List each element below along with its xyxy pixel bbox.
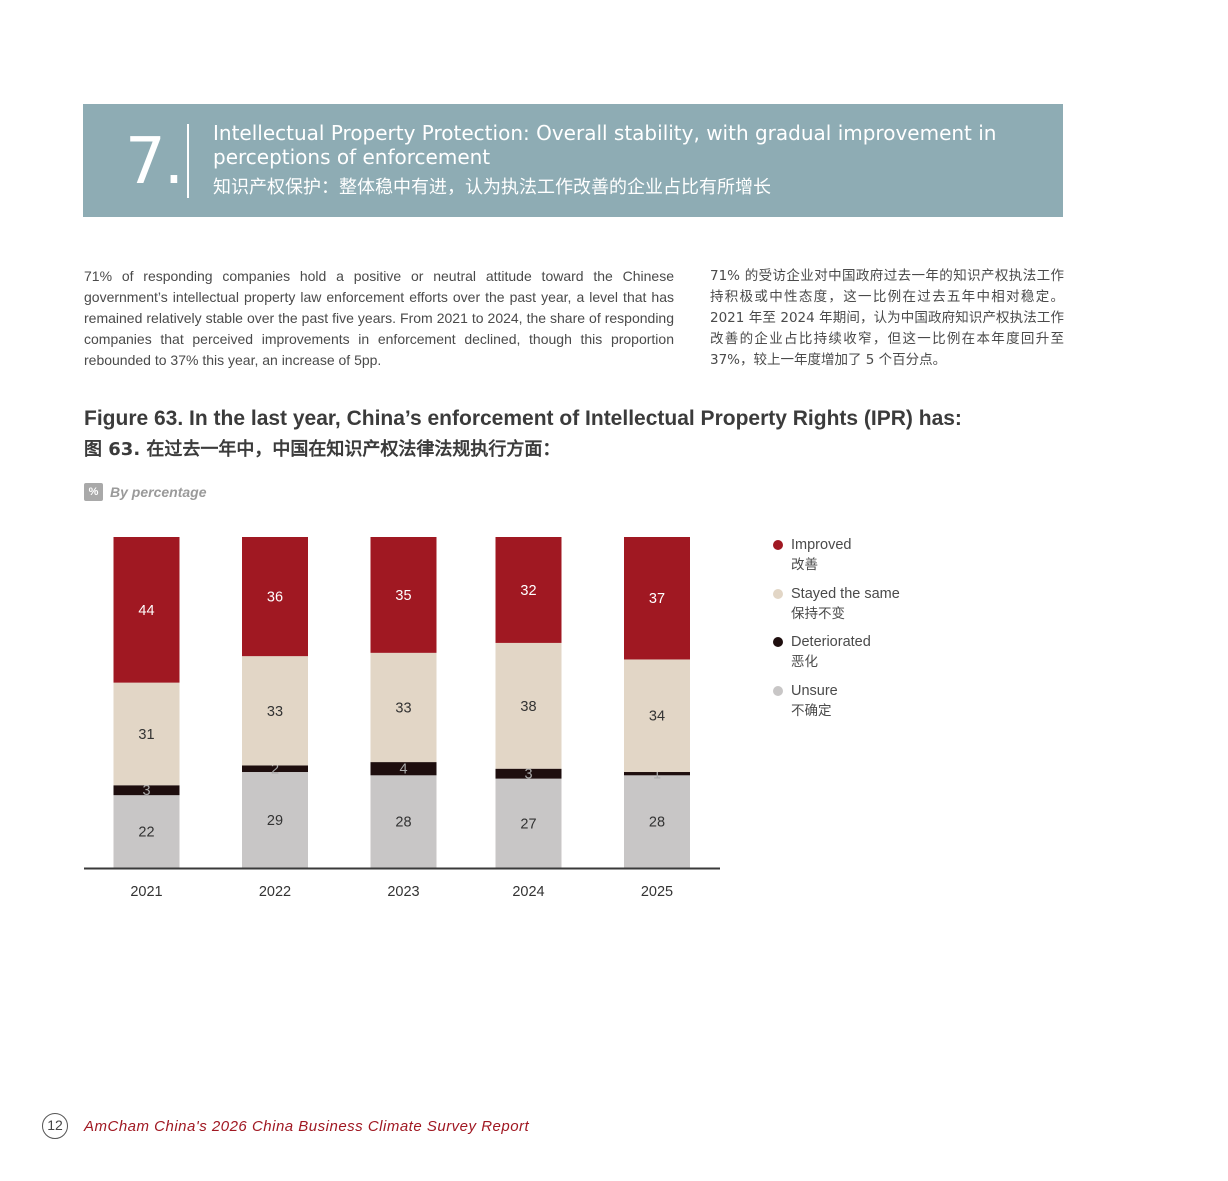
bar-segment-unsure-2025 [624, 775, 690, 868]
legend-item-stayed-same: Stayed the same 保持不变 [770, 584, 970, 633]
legend-label-en: Unsure [791, 682, 838, 699]
bar-segment-unsure-2023 [370, 775, 437, 868]
bar-segment-improved-2024 [495, 537, 562, 643]
legend-label-zh: 保持不变 [791, 605, 845, 622]
legend-label-zh: 改善 [791, 557, 818, 573]
x-tick-label-2025: 2025 [641, 884, 673, 900]
data-label-unsure-2021: 22 [138, 825, 154, 841]
data-label-deteriorated-2023: 4 [399, 762, 407, 778]
bar-segment-deteriorated-2021 [113, 785, 180, 796]
bar-segment-deteriorated-2024 [495, 768, 562, 779]
section-divider [187, 124, 189, 198]
bar-segment-improved-2025 [624, 537, 690, 660]
section-title-zh: 知识产权保护：整体稳中有进，认为执法工作改善的企业占比有所增长 [213, 177, 771, 198]
legend-label-zh: 恶化 [791, 654, 818, 670]
legend-label-en: Improved [791, 537, 852, 553]
legend-marker-unsure [773, 685, 783, 696]
data-label-unsure-2024: 27 [520, 816, 536, 832]
bar-segment-improved-2022 [242, 537, 308, 657]
legend-item-deteriorated: Deteriorated 恶化 [770, 632, 970, 681]
data-label-improved-2023: 35 [395, 588, 411, 604]
page-number: 12 [42, 1113, 68, 1139]
bar-segment-unsure-2024 [495, 778, 562, 868]
x-tick-label-2021: 2021 [130, 884, 162, 900]
data-label-stayed-the-same-2024: 38 [520, 699, 536, 715]
section-title-en: Intellectual Property Protection: Overal… [213, 121, 997, 169]
bar-segment-stayed-the-same-2024 [495, 642, 562, 769]
legend-item-improved: Improved 改善 [770, 535, 970, 584]
data-label-improved-2025: 37 [649, 591, 665, 607]
x-tick-label-2023: 2023 [387, 884, 419, 900]
data-label-stayed-the-same-2021: 31 [138, 727, 154, 743]
section-number: 7. [125, 125, 184, 199]
figure-title-en: Figure 63. In the last year, China’s enf… [84, 407, 962, 430]
data-label-stayed-the-same-2025: 34 [649, 709, 665, 725]
data-label-deteriorated-2022: 2 [271, 762, 279, 778]
data-label-stayed-the-same-2022: 33 [267, 704, 283, 720]
bar-segment-stayed-the-same-2022 [242, 656, 308, 766]
bar-segment-stayed-the-same-2021 [113, 682, 180, 786]
x-tick-label-2024: 2024 [512, 884, 544, 900]
bar-segment-improved-2021 [113, 537, 180, 683]
data-label-unsure-2025: 28 [649, 815, 665, 831]
bar-segment-deteriorated-2023 [370, 762, 437, 776]
x-tick-label-2022: 2022 [259, 884, 291, 900]
bar-segment-stayed-the-same-2023 [370, 652, 437, 763]
legend-item-unsure: Unsure 不确定 [770, 681, 970, 730]
data-label-unsure-2023: 28 [395, 815, 411, 831]
footer-report-title: AmCham China's 2026 China Business Clima… [84, 1118, 530, 1135]
figure-title-zh: 图 63. 在过去一年中，中国在知识产权法律法规执行方面： [84, 439, 561, 460]
bar-segment-unsure-2022 [242, 772, 308, 868]
legend-marker-improved [773, 540, 783, 550]
legend-label-zh: 不确定 [791, 702, 832, 719]
data-label-stayed-the-same-2023: 33 [395, 700, 411, 716]
data-label-deteriorated-2021: 3 [142, 783, 150, 799]
body-paragraph-zh: 71% 的受访企业对中国政府过去一年的知识产权执法工作持积极或中性态度，这一比例… [710, 268, 1064, 368]
bar-segment-deteriorated-2022 [242, 765, 308, 773]
data-label-unsure-2022: 29 [267, 813, 283, 829]
data-label-improved-2022: 36 [267, 590, 283, 606]
data-label-deteriorated-2024: 3 [524, 767, 532, 783]
unit-label: By percentage [110, 484, 207, 500]
percent-icon: % [84, 483, 103, 501]
data-label-improved-2021: 44 [138, 603, 154, 619]
legend-label-en: Stayed the same [791, 585, 900, 602]
bar-segment-improved-2023 [370, 537, 437, 653]
legend-label-en: Deteriorated [791, 634, 871, 650]
legend-marker-stayed-same [773, 588, 783, 599]
body-paragraph-en: 71% of responding companies hold a posit… [84, 268, 674, 368]
bar-segment-stayed-the-same-2025 [624, 659, 690, 773]
bar-segment-unsure-2021 [113, 795, 180, 868]
section-header-band [83, 104, 1063, 217]
legend-marker-deteriorated [773, 637, 783, 647]
data-label-deteriorated-2025: 1 [653, 767, 661, 783]
data-label-improved-2024: 32 [520, 583, 536, 599]
bar-segment-deteriorated-2025 [624, 772, 690, 776]
chart-legend: Improved 改善 Stayed the same 保持不变 Deterio… [770, 535, 970, 729]
